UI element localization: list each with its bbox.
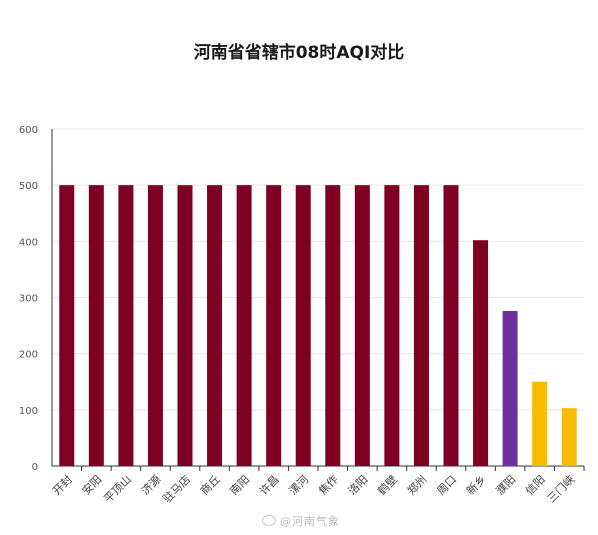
bar [561,408,577,466]
y-tick-label: 400 [19,237,38,248]
x-tick-label: 开封 [49,472,74,497]
bar [473,240,489,466]
bar [236,185,252,466]
y-tick-label: 600 [19,125,38,136]
bar [384,185,400,466]
x-tick-label: 鹤壁 [375,472,400,497]
x-tick-label: 漯河 [287,473,312,498]
x-tick-label: 平顶山 [101,473,134,506]
bar [118,185,134,466]
chart-title: 河南省省辖市08时AQI对比 [193,43,405,63]
watermark: @河南气象 [262,513,340,529]
x-tick-label: 南阳 [227,473,252,498]
y-tick-label: 100 [19,406,38,417]
bar [88,185,104,466]
x-tick-label: 濮阳 [493,472,518,497]
x-tick-label: 郑州 [404,472,429,497]
y-tick-label: 200 [19,350,38,361]
x-tick-label: 三门峡 [544,472,577,505]
bar [354,185,370,466]
x-tick-label: 焦作 [316,473,341,498]
watermark-text: @河南气象 [280,515,340,528]
x-tick-label: 商丘 [197,472,222,497]
x-tick-label: 新乡 [463,472,488,497]
bar [502,310,518,466]
bar [177,185,193,466]
x-tick-label: 驻马店 [160,472,193,505]
x-tick-label: 济源 [138,472,163,497]
bar [207,185,223,466]
bar [325,185,341,466]
bar [413,185,429,466]
y-tick-label: 0 [32,462,38,473]
bar [266,185,282,466]
x-tick-label: 许昌 [257,473,282,498]
y-tick-label: 500 [19,181,38,192]
x-tick-label: 周口 [434,473,459,498]
bar [295,185,311,466]
x-tick-label: 洛阳 [345,472,370,497]
weibo-icon [262,515,276,526]
bar [532,381,548,466]
y-tick-label: 300 [19,294,38,305]
bar [147,185,163,466]
x-tick-label: 安阳 [79,472,104,497]
bar [59,185,75,466]
x-tick-label: 信阳 [523,473,548,498]
bar [443,185,459,466]
